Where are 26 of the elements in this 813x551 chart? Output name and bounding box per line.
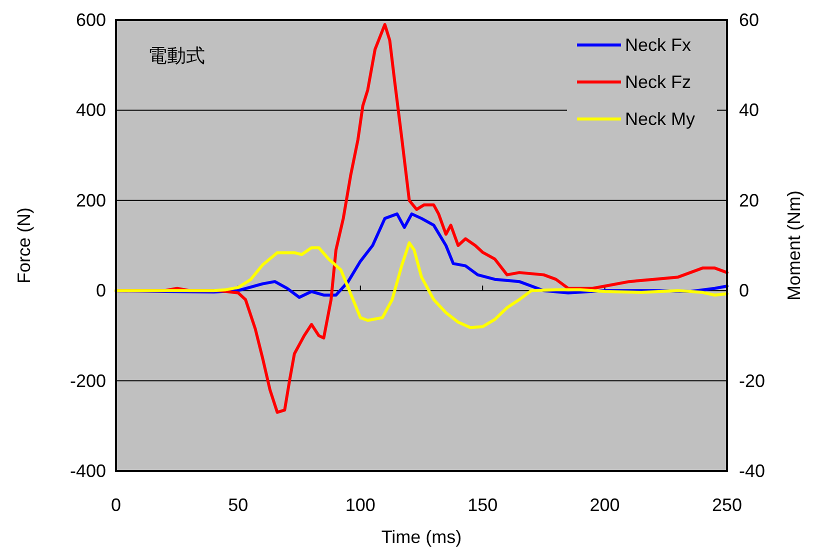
x-axis-title: Time (ms) (381, 527, 462, 547)
y2-tick-label: -40 (739, 461, 766, 481)
y-axis-title: Force (N) (14, 208, 34, 284)
x-tick-label: 250 (712, 495, 742, 515)
y2-tick-label: -20 (739, 370, 766, 391)
y-tick-label: -200 (70, 370, 106, 391)
y2-tick-label: 0 (739, 280, 750, 301)
x-tick-label: 200 (590, 495, 620, 515)
annotation: 電動式 (148, 46, 205, 67)
y-tick-label: 0 (96, 280, 106, 301)
y-tick-label: 400 (76, 100, 106, 120)
legend-label: Neck My (625, 109, 696, 129)
y2-tick-label: 40 (739, 100, 760, 120)
line-series (114, 241, 728, 330)
x-tick-label: 100 (345, 495, 376, 515)
legend-label: Neck Fx (625, 35, 692, 55)
y2-axis-title: Moment (Nm) (784, 190, 804, 301)
y-tick-label: 600 (76, 10, 106, 30)
y2-tick-label: 60 (739, 10, 760, 30)
y2-tick-label: 20 (739, 190, 760, 210)
y-tick-label: -400 (70, 461, 106, 481)
x-tick-label: 150 (468, 495, 498, 515)
x-tick-label: 0 (110, 495, 122, 515)
x-tick-label: 50 (228, 495, 248, 515)
legend-label: Neck Fz (625, 72, 692, 92)
y-tick-label: 200 (76, 190, 106, 210)
